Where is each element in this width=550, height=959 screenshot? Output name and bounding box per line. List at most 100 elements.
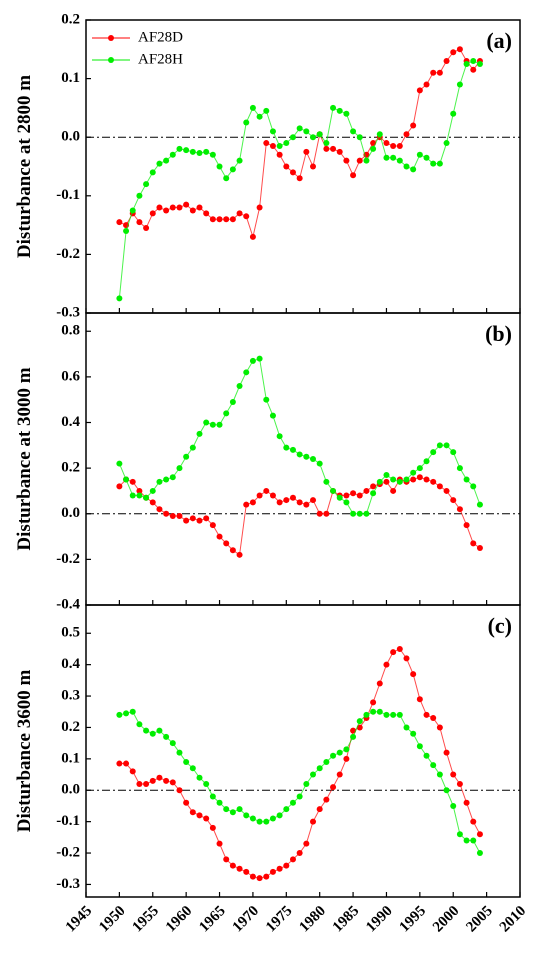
data-point — [430, 449, 437, 456]
data-point — [189, 515, 196, 522]
data-point — [410, 166, 417, 173]
data-point — [310, 497, 317, 504]
data-point — [269, 492, 276, 499]
data-point — [383, 478, 390, 485]
data-point — [236, 157, 243, 164]
data-point — [289, 494, 296, 501]
data-point — [396, 478, 403, 485]
data-point — [123, 760, 130, 767]
data-point — [136, 487, 143, 494]
data-point — [203, 780, 210, 787]
data-point — [143, 727, 150, 734]
y-tick-label: 0.0 — [61, 505, 80, 521]
data-point — [269, 128, 276, 135]
data-point — [156, 727, 163, 734]
data-point — [376, 131, 383, 138]
data-point — [149, 169, 156, 176]
y-tick-label: 0.2 — [61, 460, 80, 476]
data-point — [396, 645, 403, 652]
data-point — [243, 812, 250, 819]
data-point — [436, 483, 443, 490]
data-point — [203, 815, 210, 822]
data-point — [456, 465, 463, 472]
data-point — [303, 780, 310, 787]
data-point — [456, 81, 463, 88]
x-tick-label: 2010 — [497, 903, 530, 936]
data-point — [396, 711, 403, 718]
data-point — [303, 148, 310, 155]
data-point — [296, 793, 303, 800]
panel-label: (a) — [486, 28, 512, 53]
panel-label: (b) — [485, 321, 512, 346]
data-point — [216, 533, 223, 540]
data-point — [269, 412, 276, 419]
data-point — [363, 487, 370, 494]
data-point — [416, 474, 423, 481]
data-point — [450, 802, 457, 809]
data-point — [169, 740, 176, 747]
data-point — [196, 150, 203, 157]
data-point — [403, 655, 410, 662]
data-point — [183, 799, 190, 806]
data-point — [463, 60, 470, 67]
data-point — [410, 469, 417, 476]
data-point — [129, 492, 136, 499]
data-point — [263, 818, 270, 825]
data-point — [283, 497, 290, 504]
data-point — [269, 815, 276, 822]
data-point — [403, 724, 410, 731]
data-point — [123, 227, 130, 234]
data-point — [129, 207, 136, 214]
data-point — [156, 478, 163, 485]
data-point — [463, 476, 470, 483]
data-point — [356, 492, 363, 499]
data-point — [169, 151, 176, 158]
data-point — [323, 145, 330, 152]
data-point — [209, 421, 216, 428]
data-point — [456, 506, 463, 513]
data-point — [416, 87, 423, 94]
data-point — [443, 140, 450, 147]
y-tick-label: 0.8 — [61, 323, 80, 339]
data-point — [336, 771, 343, 778]
x-tick-label: 1950 — [96, 903, 129, 936]
data-point — [423, 81, 430, 88]
data-point — [423, 711, 430, 718]
data-point — [430, 478, 437, 485]
data-point — [303, 453, 310, 460]
data-point — [343, 499, 350, 506]
data-point — [296, 451, 303, 458]
data-point — [316, 806, 323, 813]
data-point — [149, 730, 156, 737]
data-point — [196, 812, 203, 819]
data-point — [470, 818, 477, 825]
data-point — [229, 547, 236, 554]
data-point — [476, 544, 483, 551]
data-point — [249, 104, 256, 111]
data-point — [203, 210, 210, 217]
data-point — [189, 207, 196, 214]
data-point — [310, 163, 317, 170]
data-point — [296, 850, 303, 857]
data-point — [283, 163, 290, 170]
data-point — [203, 419, 210, 426]
data-point — [476, 60, 483, 67]
data-point — [176, 513, 183, 520]
data-point — [390, 476, 397, 483]
y-tick-label: -0.1 — [56, 813, 80, 829]
y-tick-label: 0.1 — [61, 750, 80, 766]
data-point — [289, 799, 296, 806]
data-point — [176, 145, 183, 152]
data-point — [136, 492, 143, 499]
y-tick-label: -0.2 — [56, 246, 80, 262]
x-tick-label: 2005 — [463, 903, 496, 936]
plot-frame — [85, 604, 521, 898]
data-point — [156, 774, 163, 781]
legend-label: AF28H — [138, 51, 183, 67]
data-point — [143, 181, 150, 188]
data-point — [430, 69, 437, 76]
data-point — [410, 476, 417, 483]
data-point — [209, 216, 216, 223]
data-point — [423, 458, 430, 465]
data-point — [196, 204, 203, 211]
